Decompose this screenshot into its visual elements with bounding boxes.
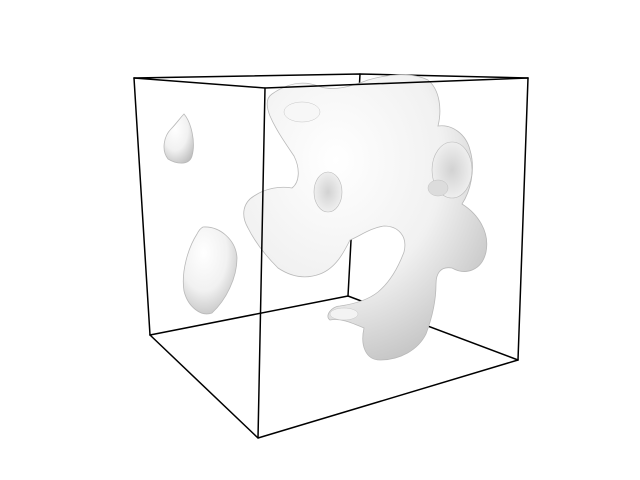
box-front-edges: [133, 77, 529, 439]
isosurface: [163, 74, 488, 361]
isosurface-detail-knob: [427, 179, 449, 197]
isosurface-pit-center: [313, 171, 343, 213]
isosurface-detail-upper: [283, 101, 321, 123]
isosurface-main-structure: [243, 74, 488, 361]
isosurface-blob-small: [163, 113, 194, 164]
isosurface-detail-tube: [329, 307, 359, 321]
isosurface-blob-left: [182, 226, 238, 315]
